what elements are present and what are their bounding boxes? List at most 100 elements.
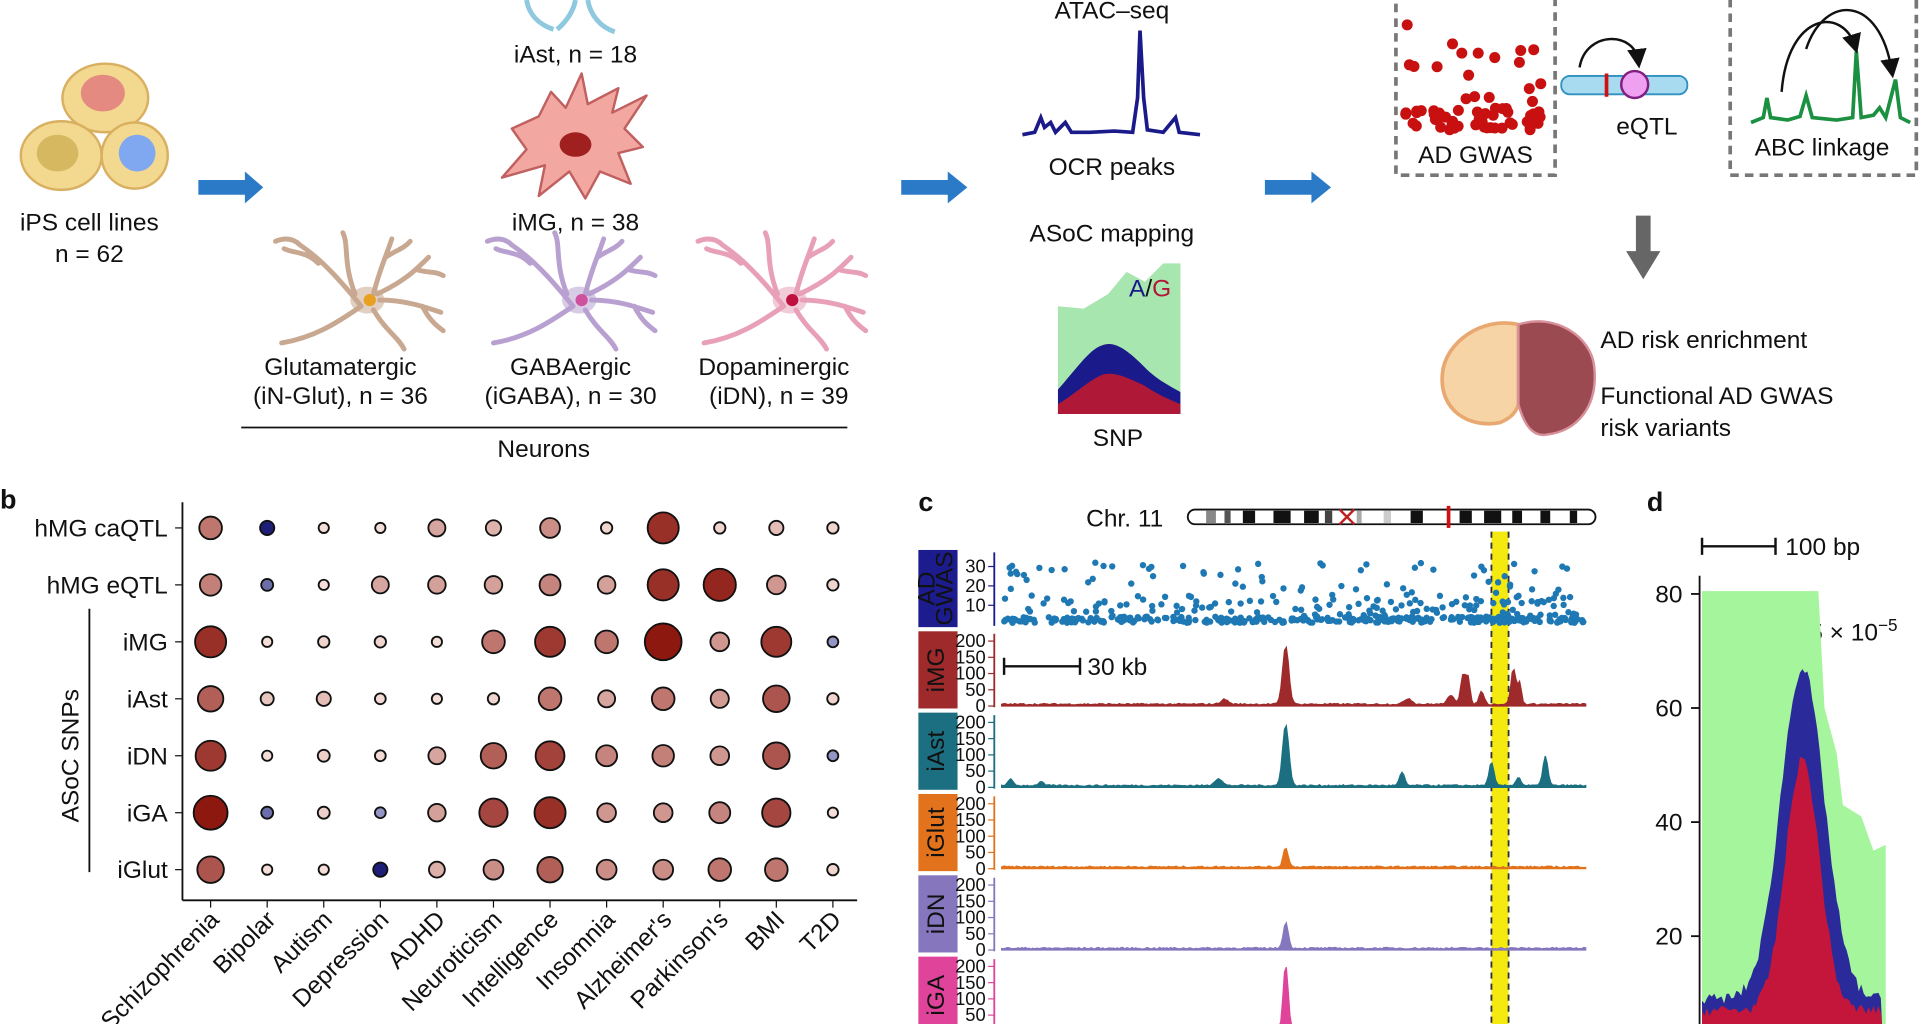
dot xyxy=(427,746,447,766)
gwas-point xyxy=(1128,580,1135,587)
gwas-dot xyxy=(1526,95,1538,107)
gwas-point xyxy=(1020,571,1028,579)
label: (iN-Glut), n = 36 xyxy=(253,383,428,410)
tick-label: 100 xyxy=(955,744,986,765)
gwas-point xyxy=(1330,596,1337,603)
label: eQTL xyxy=(1616,114,1677,141)
allele-g: G xyxy=(1152,275,1171,302)
gwas-point xyxy=(1011,615,1018,623)
gwas-point xyxy=(1092,603,1100,610)
column-label: BMI xyxy=(740,906,790,956)
gwas-point xyxy=(1492,589,1500,596)
dot xyxy=(481,629,506,655)
gwas-dot xyxy=(1472,47,1484,59)
gwas-point xyxy=(1085,619,1092,626)
tick-label: 0 xyxy=(975,858,985,879)
dot xyxy=(646,568,680,602)
gwas-point xyxy=(1161,593,1169,600)
gwas-point xyxy=(1361,613,1368,621)
gwas-point xyxy=(1149,607,1156,614)
gwas-dot xyxy=(1460,93,1472,105)
dot xyxy=(713,521,727,535)
row-label: hMG caQTL xyxy=(34,515,167,542)
dot xyxy=(374,521,387,534)
gwas-point xyxy=(1403,591,1410,598)
track-label-line: iGlut xyxy=(923,807,950,858)
gwas-point xyxy=(1546,612,1554,619)
gwas-point xyxy=(1089,575,1096,583)
gwas-point xyxy=(1537,611,1544,618)
gwas-point xyxy=(1555,586,1562,593)
label: iMG, n = 38 xyxy=(512,209,639,236)
gwas-point xyxy=(1292,605,1299,613)
gwas-point xyxy=(1280,585,1287,592)
gwas-point xyxy=(1474,618,1482,626)
gwas-point xyxy=(1578,616,1586,624)
gwas-point xyxy=(1002,616,1009,624)
band xyxy=(1540,510,1551,524)
dot xyxy=(766,574,787,596)
gwas-dot xyxy=(1473,113,1485,125)
scale-bar xyxy=(1700,537,1777,555)
gwas-point xyxy=(1540,598,1547,606)
dot xyxy=(538,573,562,597)
label: Dopaminergic xyxy=(698,354,849,381)
band xyxy=(1242,510,1256,524)
gwas-point xyxy=(1239,583,1247,590)
dot xyxy=(259,691,275,707)
asoc-allele-g xyxy=(1057,373,1181,415)
gwas-point xyxy=(1406,600,1413,607)
gwas-point xyxy=(1179,562,1187,570)
gwas-point xyxy=(1298,584,1306,591)
gwas-point xyxy=(1470,572,1478,579)
gwas-point xyxy=(1185,614,1192,622)
band xyxy=(1273,510,1291,524)
tick-label: 30 xyxy=(965,556,985,577)
dot xyxy=(483,575,504,595)
gwas-point xyxy=(1200,570,1208,577)
gwas-dot xyxy=(1452,104,1464,116)
gwas-dot xyxy=(1523,83,1535,95)
dot xyxy=(600,521,614,535)
gwas-point xyxy=(1185,619,1192,626)
tick-label: 150 xyxy=(955,646,986,667)
nucleus xyxy=(80,74,125,112)
gwas-point xyxy=(1227,608,1235,615)
gwas-point xyxy=(1509,606,1516,613)
dot xyxy=(826,635,840,649)
track-label-box xyxy=(918,956,958,1024)
panel-letter: c xyxy=(918,487,933,517)
dot xyxy=(646,511,680,545)
gwas-point xyxy=(1349,617,1357,625)
tick-label: 150 xyxy=(955,809,986,830)
gwas-point xyxy=(1065,599,1072,607)
dot xyxy=(826,806,839,819)
label: Functional AD GWAS xyxy=(1600,383,1833,410)
gwas-point xyxy=(1093,614,1100,622)
dot xyxy=(430,692,443,705)
gwas-point xyxy=(1373,597,1381,604)
gwas-point xyxy=(1390,615,1397,622)
gwas-dot xyxy=(1502,106,1514,118)
gwas-point xyxy=(1016,618,1023,625)
dot xyxy=(709,745,731,767)
dot xyxy=(597,689,617,709)
gwas-point xyxy=(1483,613,1490,620)
gwas-point xyxy=(1417,559,1425,567)
label: Neurons xyxy=(497,436,590,463)
gwas-point xyxy=(1001,595,1009,602)
track-label-line: iGA xyxy=(923,974,950,1015)
gwas-point xyxy=(1254,560,1262,568)
gwas-point xyxy=(1501,573,1508,580)
centromere xyxy=(1338,508,1356,526)
gwas-point xyxy=(1473,595,1480,603)
arrow xyxy=(901,171,968,204)
gwas-point xyxy=(1392,606,1400,613)
tick-label: 10 xyxy=(965,594,985,615)
track-label: ADGWAS xyxy=(913,552,958,626)
gwas-point xyxy=(1562,616,1569,623)
gwas-point xyxy=(1229,617,1236,624)
tick-label: 100 xyxy=(955,825,986,846)
gwas-point xyxy=(1478,563,1485,570)
